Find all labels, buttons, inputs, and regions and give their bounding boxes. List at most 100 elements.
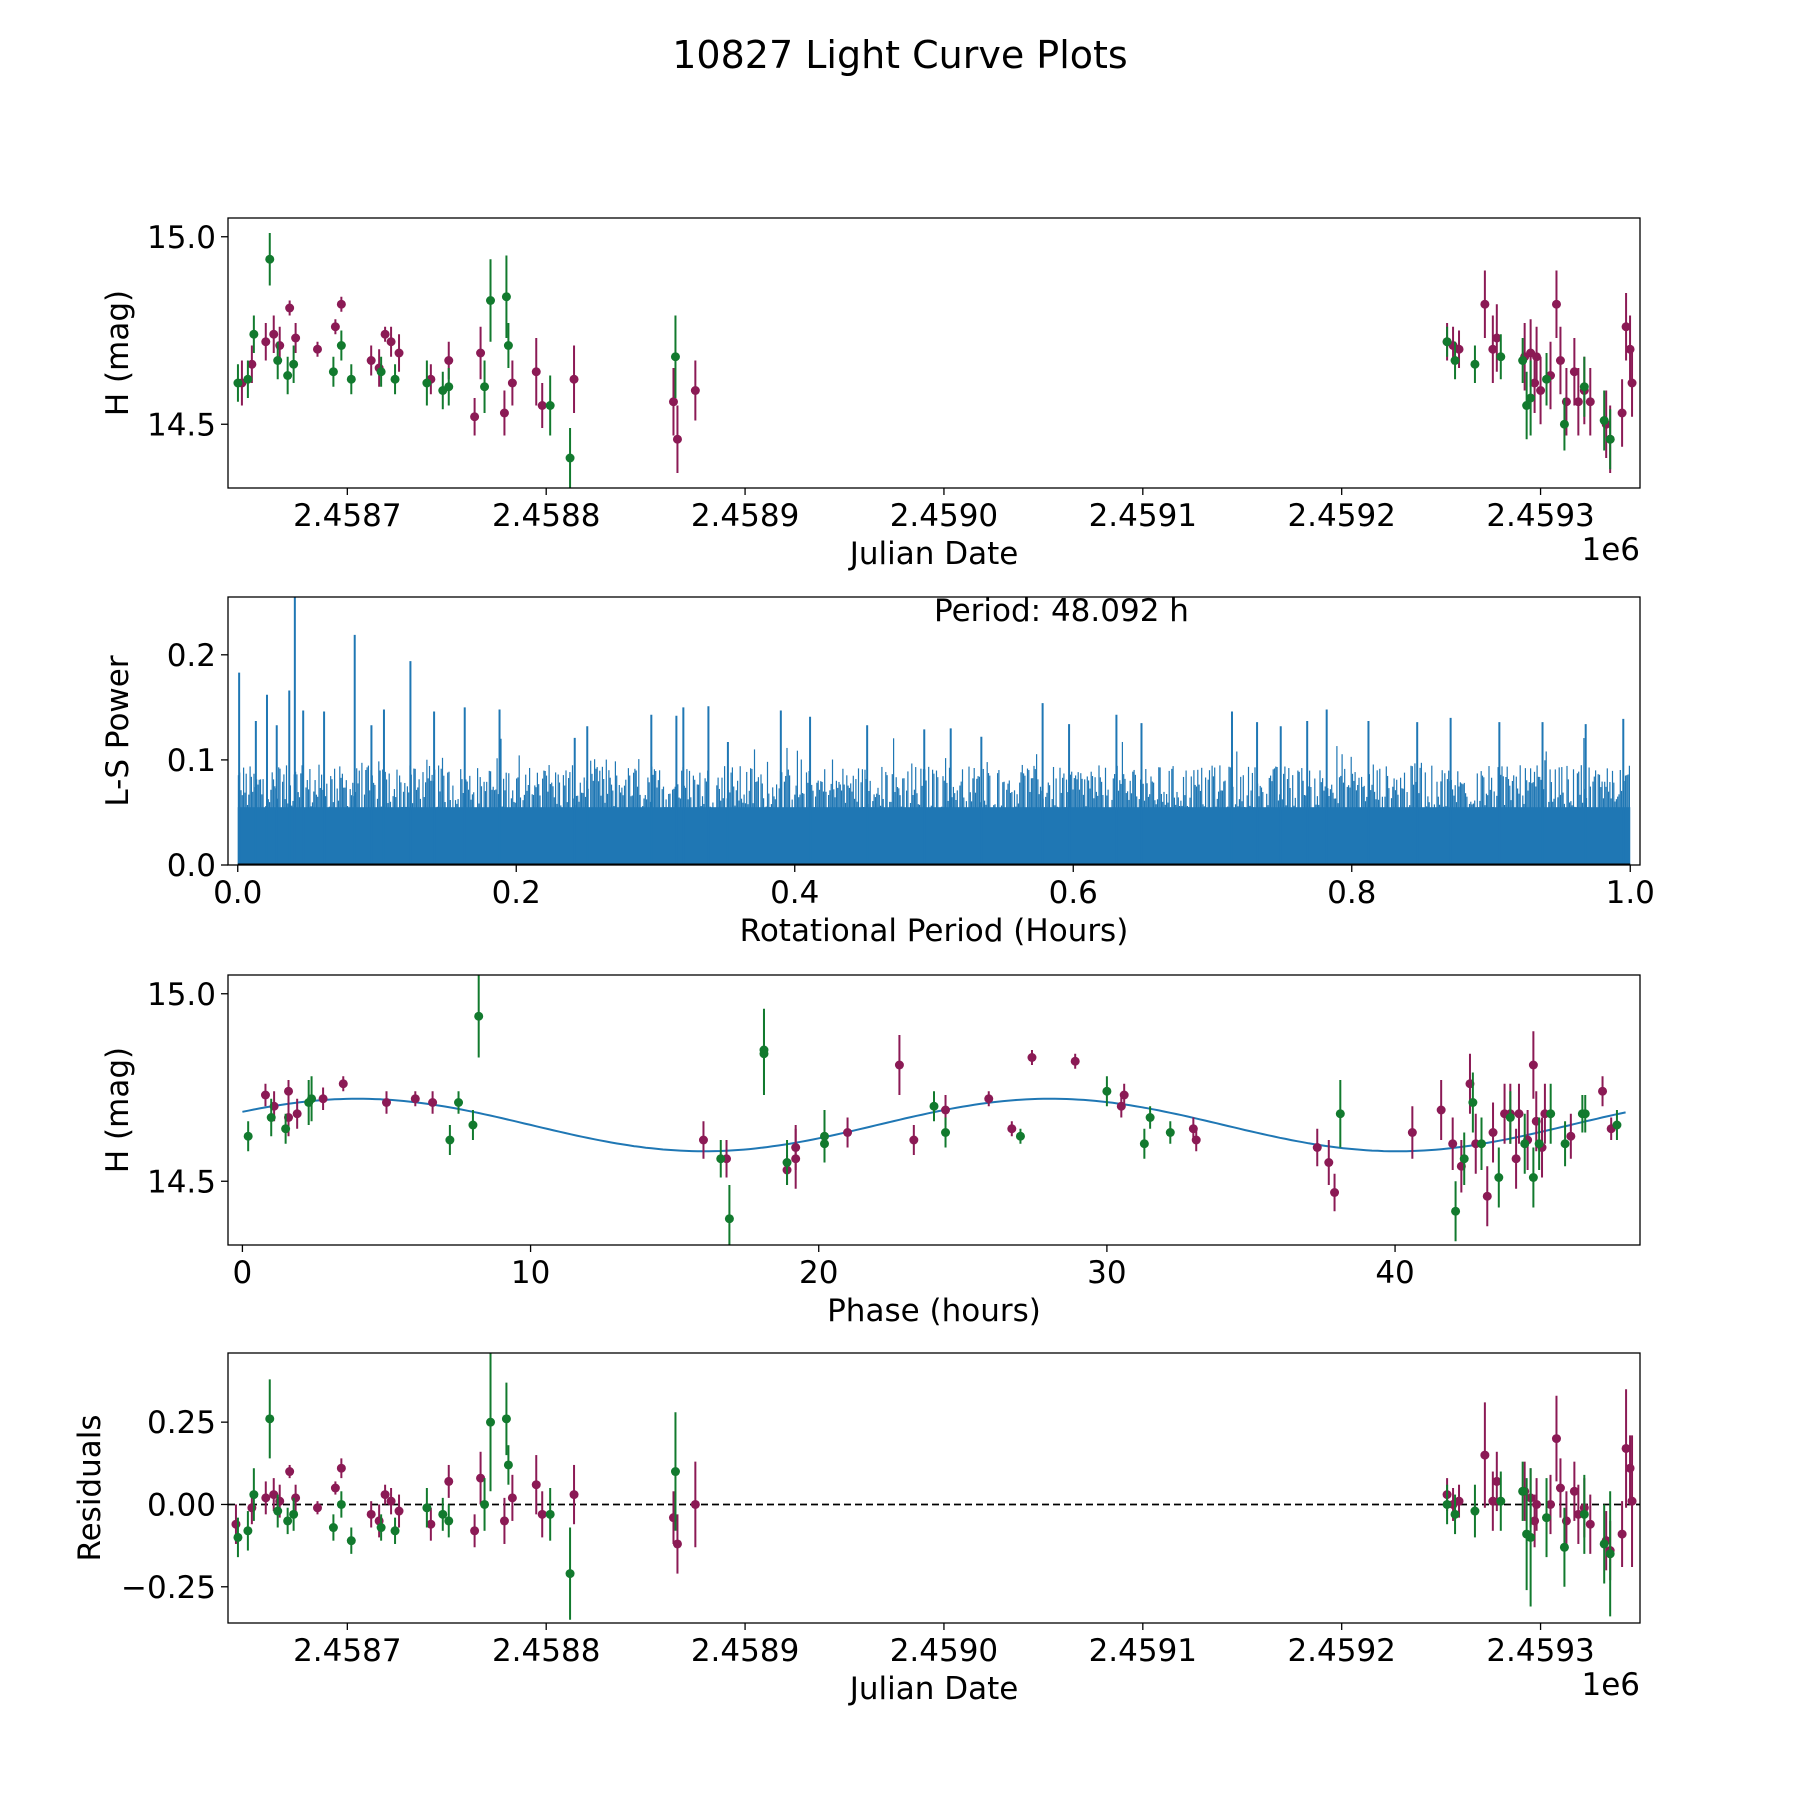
y-axis-label: Residuals: [72, 1414, 108, 1561]
data-point: [1496, 1496, 1506, 1506]
data-point: [1555, 1483, 1565, 1493]
data-point: [1627, 1496, 1637, 1506]
x-tick-label: 2.4588: [492, 1633, 600, 1669]
data-point: [292, 1109, 302, 1119]
data-point: [470, 1526, 480, 1536]
axes-frame: [227, 217, 1641, 489]
data-point: [1482, 1191, 1492, 1201]
data-point: [468, 1120, 478, 1130]
data-point: [454, 1098, 464, 1107]
data-point: [1528, 1060, 1538, 1070]
data-point: [507, 378, 517, 388]
x-tick-label: 2.4590: [890, 1633, 998, 1669]
data-point: [289, 1509, 299, 1519]
data-point: [1555, 356, 1565, 365]
data-point: [1488, 344, 1498, 354]
data-point: [269, 1490, 279, 1500]
axes-frame: [227, 596, 1641, 866]
series-b: [233, 1353, 1615, 1620]
data-point: [275, 341, 285, 350]
y-axis-label: H (mag): [100, 1047, 136, 1173]
x-tick-label: 2.4590: [890, 498, 998, 534]
data-point: [233, 378, 243, 388]
data-point: [275, 1496, 285, 1506]
axes-frame: [227, 974, 1641, 1246]
panel-3: 0 10 20 30 40 14.5 15.0 Phase (hours) H (mag): [100, 974, 1641, 1329]
data-point: [1436, 1105, 1446, 1115]
data-point: [1526, 1532, 1536, 1542]
data-point: [1330, 1188, 1340, 1197]
data-point: [307, 1094, 317, 1104]
x-axis-label: Rotational Period (Hours): [740, 913, 1129, 949]
data-point: [670, 1467, 680, 1477]
data-point: [328, 1523, 338, 1533]
periodogram-floor: [237, 807, 1631, 865]
data-point: [531, 367, 541, 377]
data-point: [698, 1135, 708, 1145]
data-point: [1536, 386, 1546, 395]
data-point: [289, 359, 299, 369]
data-point: [249, 329, 259, 339]
data-point: [1119, 1090, 1129, 1100]
data-point: [390, 374, 400, 384]
data-point: [1518, 1486, 1528, 1496]
data-point: [1454, 1496, 1464, 1506]
x-tick-label: 2.4592: [1287, 498, 1395, 534]
data-point: [1520, 1139, 1530, 1149]
data-point: [376, 367, 386, 377]
y-axis: 14.5 15.0: [147, 977, 228, 1200]
data-point: [545, 401, 555, 410]
data-point: [1566, 1131, 1576, 1141]
y-tick-label: 0.25: [147, 1405, 216, 1441]
data-point: [1542, 374, 1552, 384]
y-tick-label: 0.0: [167, 848, 216, 884]
x-tick-label: 0.8: [1327, 875, 1376, 911]
data-point: [480, 1499, 490, 1509]
data-point: [984, 1094, 994, 1104]
y-axis: 14.5 15.0: [147, 220, 228, 443]
data-point: [269, 329, 279, 339]
data-point: [1532, 352, 1542, 362]
data-point: [1015, 1131, 1025, 1141]
data-point: [330, 322, 340, 332]
data-point: [782, 1158, 792, 1167]
data-point: [422, 378, 432, 388]
data-point: [1442, 337, 1452, 347]
data-point: [503, 1460, 513, 1470]
data-point: [565, 1569, 575, 1579]
data-point: [1448, 1139, 1458, 1149]
x-tick-label: 0: [233, 1255, 253, 1291]
data-point: [1191, 1135, 1201, 1145]
x-offset-label: 1e6: [1581, 1667, 1640, 1703]
data-point: [1585, 1519, 1595, 1529]
x-tick-label: 2.4587: [293, 1633, 401, 1669]
data-point: [486, 1417, 496, 1427]
y-axis-label: L-S Power: [100, 655, 136, 806]
x-tick-label: 20: [799, 1255, 838, 1291]
data-point: [716, 1154, 726, 1164]
x-tick-label: 1.0: [1606, 875, 1655, 911]
data-point: [1599, 1539, 1609, 1549]
data-point: [318, 1094, 328, 1104]
x-tick-label: 30: [1087, 1255, 1126, 1291]
data-point: [1605, 434, 1615, 444]
plot-area: [228, 1353, 1640, 1620]
data-point: [1585, 397, 1595, 407]
data-point: [386, 1496, 396, 1506]
data-point: [328, 367, 338, 377]
x-tick-label: 10: [511, 1255, 550, 1291]
x-tick-label: 2.4592: [1287, 1633, 1395, 1669]
y-tick-label: 15.0: [147, 220, 216, 256]
data-point: [1480, 299, 1490, 309]
period-annotation: Period: 48.092 h: [934, 593, 1189, 629]
data-point: [1102, 1086, 1112, 1096]
data-point: [273, 356, 283, 365]
data-point: [1599, 416, 1609, 425]
data-point: [265, 254, 275, 264]
data-point: [260, 1090, 270, 1100]
x-tick-label: 2.4587: [293, 498, 401, 534]
data-point: [569, 1490, 579, 1500]
y-tick-label: −0.25: [121, 1570, 216, 1606]
data-point: [445, 1135, 455, 1145]
data-point: [1621, 1443, 1631, 1453]
